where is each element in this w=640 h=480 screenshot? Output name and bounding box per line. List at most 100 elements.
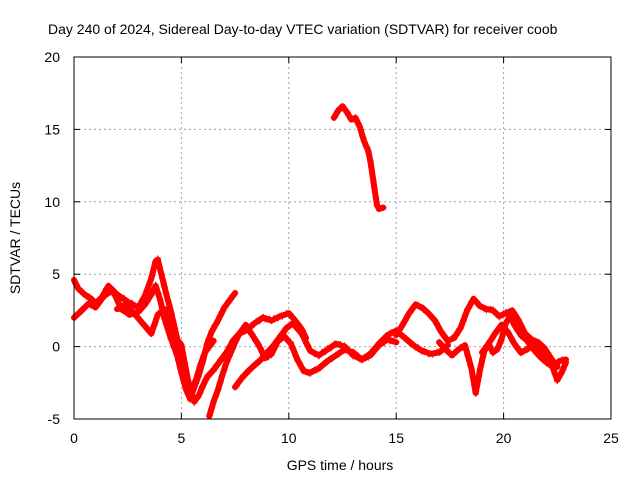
data-point <box>468 365 475 372</box>
data-point <box>384 332 391 339</box>
data-point <box>131 310 138 317</box>
data-point <box>339 103 346 110</box>
data-point <box>515 317 522 324</box>
data-point <box>244 368 251 375</box>
data-point <box>517 349 524 356</box>
data-point <box>204 374 211 381</box>
data-point <box>489 349 496 356</box>
data-point <box>148 330 155 337</box>
tick-labels: 0 5 10 15 20 25 -5 0 5 10 15 20 <box>44 49 619 446</box>
data-point <box>77 308 84 315</box>
data-point <box>442 346 449 353</box>
data-point <box>333 352 340 359</box>
data-point <box>300 368 307 375</box>
data-point <box>489 307 496 314</box>
data-point <box>221 304 228 311</box>
data-point <box>444 337 451 344</box>
data-point <box>260 314 267 321</box>
data-point <box>324 358 331 365</box>
data-point <box>470 295 477 302</box>
data-point <box>227 295 234 302</box>
data-point <box>464 307 471 314</box>
data-point <box>517 332 524 339</box>
data-point <box>367 350 374 357</box>
data-point <box>257 356 264 363</box>
data-point <box>330 114 337 121</box>
data-point <box>154 256 161 263</box>
data-point <box>511 321 518 328</box>
data-point <box>249 332 256 339</box>
data-point <box>227 349 234 356</box>
data-point <box>88 295 95 302</box>
data-point <box>556 358 563 365</box>
data-point <box>219 372 226 379</box>
data-point <box>315 352 322 359</box>
data-point <box>410 342 417 349</box>
data-point <box>350 352 357 359</box>
series-satellite-track-5 <box>232 319 451 391</box>
data-point <box>335 107 342 114</box>
data-point <box>182 365 189 372</box>
data-point <box>86 300 93 307</box>
data-point <box>449 352 456 359</box>
data-point <box>554 376 561 383</box>
y-tick-label: 0 <box>52 339 60 355</box>
data-point <box>457 324 464 331</box>
data-point <box>483 305 490 312</box>
data-point <box>352 114 359 121</box>
data-point <box>399 321 406 328</box>
data-point <box>530 346 537 353</box>
data-point <box>431 317 438 324</box>
data-point <box>492 330 499 337</box>
data-point <box>251 362 258 369</box>
data-point <box>294 356 301 363</box>
x-tick-label: 5 <box>178 430 186 446</box>
data-point <box>277 333 284 340</box>
y-tick-label: 20 <box>44 49 60 65</box>
data-point <box>380 204 387 211</box>
data-point <box>210 398 217 405</box>
data-point <box>285 310 292 317</box>
data-point <box>401 334 408 341</box>
series-satellite-track-3 <box>113 301 309 406</box>
data-point <box>283 324 290 331</box>
data-point <box>75 285 82 292</box>
data-point <box>479 349 486 356</box>
data-point <box>251 320 258 327</box>
data-point <box>438 329 445 336</box>
data-point <box>167 307 174 314</box>
data-point <box>113 305 120 312</box>
series-satellite-track-8 <box>436 313 569 397</box>
data-point <box>455 346 462 353</box>
data-point <box>530 339 537 346</box>
data-point <box>393 332 400 339</box>
data-point <box>161 305 168 312</box>
data-point <box>365 148 372 155</box>
data-point <box>472 389 479 396</box>
data-point <box>485 340 492 347</box>
series-satellite-track-6 <box>330 103 387 213</box>
data-point <box>238 375 245 382</box>
data-point <box>524 337 531 344</box>
data-point <box>141 301 148 308</box>
data-point <box>376 340 383 347</box>
data-point <box>393 339 400 346</box>
y-tick-label: 10 <box>44 194 60 210</box>
data-point <box>159 274 166 281</box>
data-point <box>232 384 239 391</box>
data-point <box>341 343 348 350</box>
data-point <box>214 387 221 394</box>
data-point <box>498 321 505 328</box>
data-point <box>255 342 262 349</box>
data-point <box>358 356 365 363</box>
data-series <box>71 103 569 420</box>
data-point <box>367 158 374 165</box>
data-point <box>191 398 198 405</box>
data-point <box>333 340 340 347</box>
data-point <box>425 310 432 317</box>
data-point <box>210 337 217 344</box>
x-tick-label: 0 <box>70 430 78 446</box>
x-tick-label: 20 <box>496 430 512 446</box>
y-tick-label: 5 <box>52 266 60 282</box>
